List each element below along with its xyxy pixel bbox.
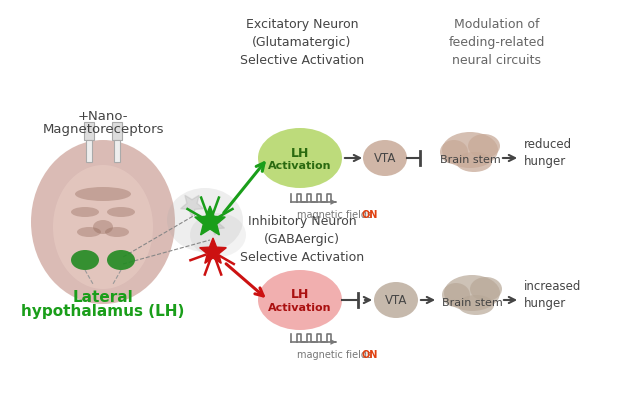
Text: Inhibitory Neuron
(GABAergic)
Selective Activation: Inhibitory Neuron (GABAergic) Selective … [240,215,364,264]
Text: Lateral: Lateral [73,290,134,305]
Ellipse shape [71,250,99,270]
Ellipse shape [442,132,498,168]
Ellipse shape [167,188,243,252]
Ellipse shape [470,277,502,301]
Text: magnetic fields: magnetic fields [297,210,376,220]
Text: +Nano-: +Nano- [78,110,128,123]
Ellipse shape [190,213,246,257]
Bar [112,122,122,140]
Text: Excitatory Neuron
(Glutamatergic)
Selective Activation: Excitatory Neuron (Glutamatergic) Select… [240,18,364,67]
Text: Brain stem: Brain stem [440,155,500,165]
Ellipse shape [77,227,101,237]
Text: VTA: VTA [385,293,407,307]
Ellipse shape [258,270,342,330]
Text: Activation: Activation [268,161,332,171]
Text: VTA: VTA [374,152,396,165]
Ellipse shape [374,282,418,318]
Bar [114,140,120,162]
Text: LH: LH [291,147,309,160]
Text: Modulation of
feeding-related
neural circuits: Modulation of feeding-related neural cir… [449,18,545,67]
Ellipse shape [105,227,129,237]
Text: reduced
hunger: reduced hunger [524,138,572,168]
Bar [86,140,92,162]
Ellipse shape [107,250,135,270]
Text: Activation: Activation [268,303,332,313]
Ellipse shape [258,128,342,188]
Polygon shape [180,195,204,217]
Ellipse shape [458,295,494,315]
Ellipse shape [444,275,500,311]
Ellipse shape [31,140,175,304]
Text: increased
hunger: increased hunger [524,280,582,310]
Text: ON: ON [362,210,378,220]
Ellipse shape [442,283,470,307]
Ellipse shape [468,134,500,158]
Ellipse shape [363,140,407,176]
Ellipse shape [456,152,492,172]
Ellipse shape [93,220,113,234]
Polygon shape [200,238,227,263]
Ellipse shape [75,187,131,201]
Text: Magnetoreceptors: Magnetoreceptors [42,123,164,136]
Text: magnetic fields: magnetic fields [297,350,376,360]
Polygon shape [205,217,225,235]
Ellipse shape [440,140,468,164]
Ellipse shape [71,207,99,217]
Polygon shape [195,206,225,235]
Text: LH: LH [291,289,309,302]
Text: ON: ON [362,350,378,360]
Ellipse shape [107,207,135,217]
Ellipse shape [53,165,153,289]
Bar [84,122,94,140]
Text: Brain stem: Brain stem [442,298,503,308]
Text: hypothalamus (LH): hypothalamus (LH) [21,304,185,319]
